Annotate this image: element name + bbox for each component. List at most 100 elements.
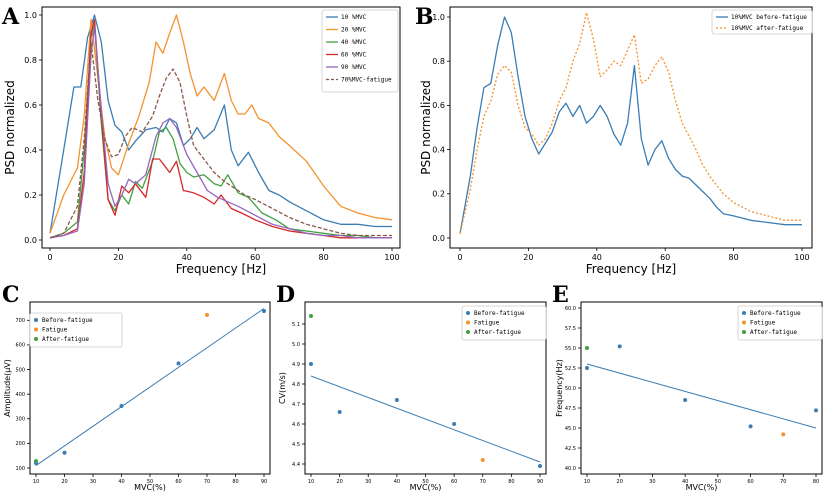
y-tick-label-A: 0.2: [24, 191, 37, 200]
chart-B: B 0 20 40 60 80 100 0.0 0.2 0.4 0.6 0.8 1.0 Frequency…: [415, 4, 813, 276]
y-tick-label-A: 0.6: [24, 101, 37, 110]
x-tick-label-E: 30: [649, 479, 655, 485]
legend-box-E: [737, 305, 823, 341]
x-tick-label-D: 30: [365, 479, 371, 485]
x-tick-label-B: 80: [729, 253, 739, 262]
x-tick-label-B: 60: [660, 253, 670, 262]
x-tick-label-A: 20: [113, 253, 123, 262]
axes-frame-A: [41, 6, 401, 249]
fit-line-C: [35, 308, 265, 466]
scatter-point-C-1: [205, 312, 209, 317]
y-tick-label-D: 4.8: [292, 382, 300, 388]
chart-E: E 10 20 30 40 50 60 70 80 40.0 42.5 45.0 47.5 50.0 52.…: [552, 282, 823, 492]
panel-letter-B: B: [415, 4, 434, 30]
y-axis-label-B: PSD normalized: [419, 80, 433, 175]
legend-label-B-1: 10%MVC after-fatigue: [731, 25, 804, 32]
chart-C: C 10 20 30 40 50 60 70 80 90 100 200 300 400 500 600 700…: [2, 282, 271, 492]
x-tick-label-A: 0: [47, 253, 52, 262]
x-tick-label-E: 70: [780, 479, 786, 485]
legend-label-D-2: After-fatigue: [474, 329, 521, 336]
y-tick-label-C: 200: [15, 441, 25, 447]
x-axis-label-A: Frequency [Hz]: [176, 262, 267, 276]
y-tick-label-B: 0.4: [432, 145, 445, 154]
legend-label-C-1: Fatigue: [42, 327, 68, 334]
panel-letter-A: A: [1, 4, 20, 30]
x-tick-label-C: 30: [90, 479, 96, 485]
panel-letter-E: E: [552, 282, 569, 308]
y-tick-label-E: 45.0: [565, 426, 576, 432]
y-tick-label-B: 0.2: [432, 190, 445, 199]
legend-label-A-4: 90 %MVC: [341, 64, 367, 71]
y-tick-label-E: 55.0: [565, 346, 576, 352]
x-tick-label-D: 50: [422, 479, 428, 485]
legend-swatch-E-2: [742, 330, 746, 334]
y-tick-label-D: 4.9: [292, 362, 300, 368]
scatter-point-D-1: [480, 458, 485, 462]
series-line-A-0: [49, 14, 392, 234]
legend-label-E-2: After-fatigue: [750, 329, 797, 336]
legend-label-A-2: 40 %MVC: [341, 39, 367, 46]
y-tick-label-B: 0.8: [432, 57, 445, 66]
legend-label-A-3: 60 %MVC: [341, 52, 367, 59]
legend-label-B-0: 10%MVC before-fatigue: [731, 14, 807, 21]
legend-swatch-C-2: [34, 337, 38, 341]
legend-box-B: [711, 9, 813, 35]
y-tick-label-E: 50.0: [565, 386, 576, 392]
x-tick-label-D: 90: [537, 479, 543, 485]
x-tick-label-C: 70: [204, 479, 210, 485]
scatter-point-E-0: [683, 398, 688, 402]
y-tick-label-C: 100: [15, 466, 25, 472]
scatter-point-E-0: [748, 424, 753, 429]
x-axis-label-B: Frequency [Hz]: [586, 262, 677, 276]
y-tick-label-D: 5.0: [292, 342, 300, 348]
y-axis-label-A: PSD normalized: [3, 80, 17, 175]
panel-letter-C: C: [2, 282, 20, 308]
y-tick-label-D: 4.7: [292, 402, 300, 408]
chart-A: A 0 20 40 60 80 100 0.0 0.2 0.4 0.6 0.8 1.0 Frequency…: [1, 4, 401, 276]
x-tick-label-D: 40: [394, 479, 400, 485]
legend-swatch-C-0: [34, 318, 38, 322]
y-axis-label-C: Amplitude(μV): [3, 359, 12, 417]
scatter-point-E-0: [585, 366, 589, 370]
x-tick-label-E: 60: [747, 479, 753, 485]
x-tick-label-B: 100: [794, 253, 809, 262]
legend-box-C: [29, 312, 123, 348]
x-tick-label-A: 40: [182, 253, 192, 262]
x-tick-label-E: 40: [682, 479, 688, 485]
x-tick-label-D: 10: [308, 479, 314, 485]
y-tick-label-D: 4.6: [292, 422, 300, 428]
y-tick-label-E: 42.5: [565, 446, 576, 452]
x-tick-label-C: 10: [33, 479, 39, 485]
fit-line-D: [310, 375, 541, 463]
legend-swatch-D-1: [466, 320, 470, 325]
scatter-point-C-0: [176, 361, 181, 366]
series-line-B-1: [459, 11, 802, 234]
x-tick-label-A: 100: [384, 253, 399, 262]
legend-swatch-E-1: [742, 320, 746, 325]
x-tick-label-B: 40: [592, 253, 602, 262]
legend-swatch-C-1: [34, 327, 38, 332]
y-tick-label-C: 300: [15, 417, 25, 423]
x-tick-label-D: 80: [508, 479, 514, 485]
x-tick-label-C: 50: [147, 479, 153, 485]
legend-label-C-0: Before-fatigue: [42, 317, 93, 324]
y-tick-label-E: 60.0: [565, 306, 576, 312]
x-tick-label-E: 80: [813, 479, 819, 485]
y-tick-label-E: 47.5: [565, 406, 576, 412]
x-tick-label-B: 0: [457, 253, 462, 262]
y-tick-label-B: 1.0: [432, 13, 445, 22]
legend-box-D: [461, 305, 547, 341]
legend-label-A-5: 70%MVC-fatigue: [341, 77, 392, 84]
x-tick-label-E: 20: [617, 479, 623, 485]
y-axis-label-D: CV(m/s): [278, 372, 287, 404]
y-tick-label-B: 0.0: [432, 234, 445, 243]
x-tick-label-A: 60: [250, 253, 260, 262]
x-tick-label-A: 80: [319, 253, 329, 262]
y-tick-label-E: 52.5: [565, 366, 576, 372]
y-tick-label-B: 0.6: [432, 101, 445, 110]
legend-box-A: [321, 9, 399, 93]
scatter-point-E-0: [617, 344, 622, 349]
chart-D: D 10 20 30 40 50 60 70 80 90 4.4 4.5 4.6 4.7 4.8 4.9 5.0…: [276, 282, 547, 492]
scatter-point-D-2: [309, 314, 313, 318]
fit-line-E: [586, 363, 817, 429]
